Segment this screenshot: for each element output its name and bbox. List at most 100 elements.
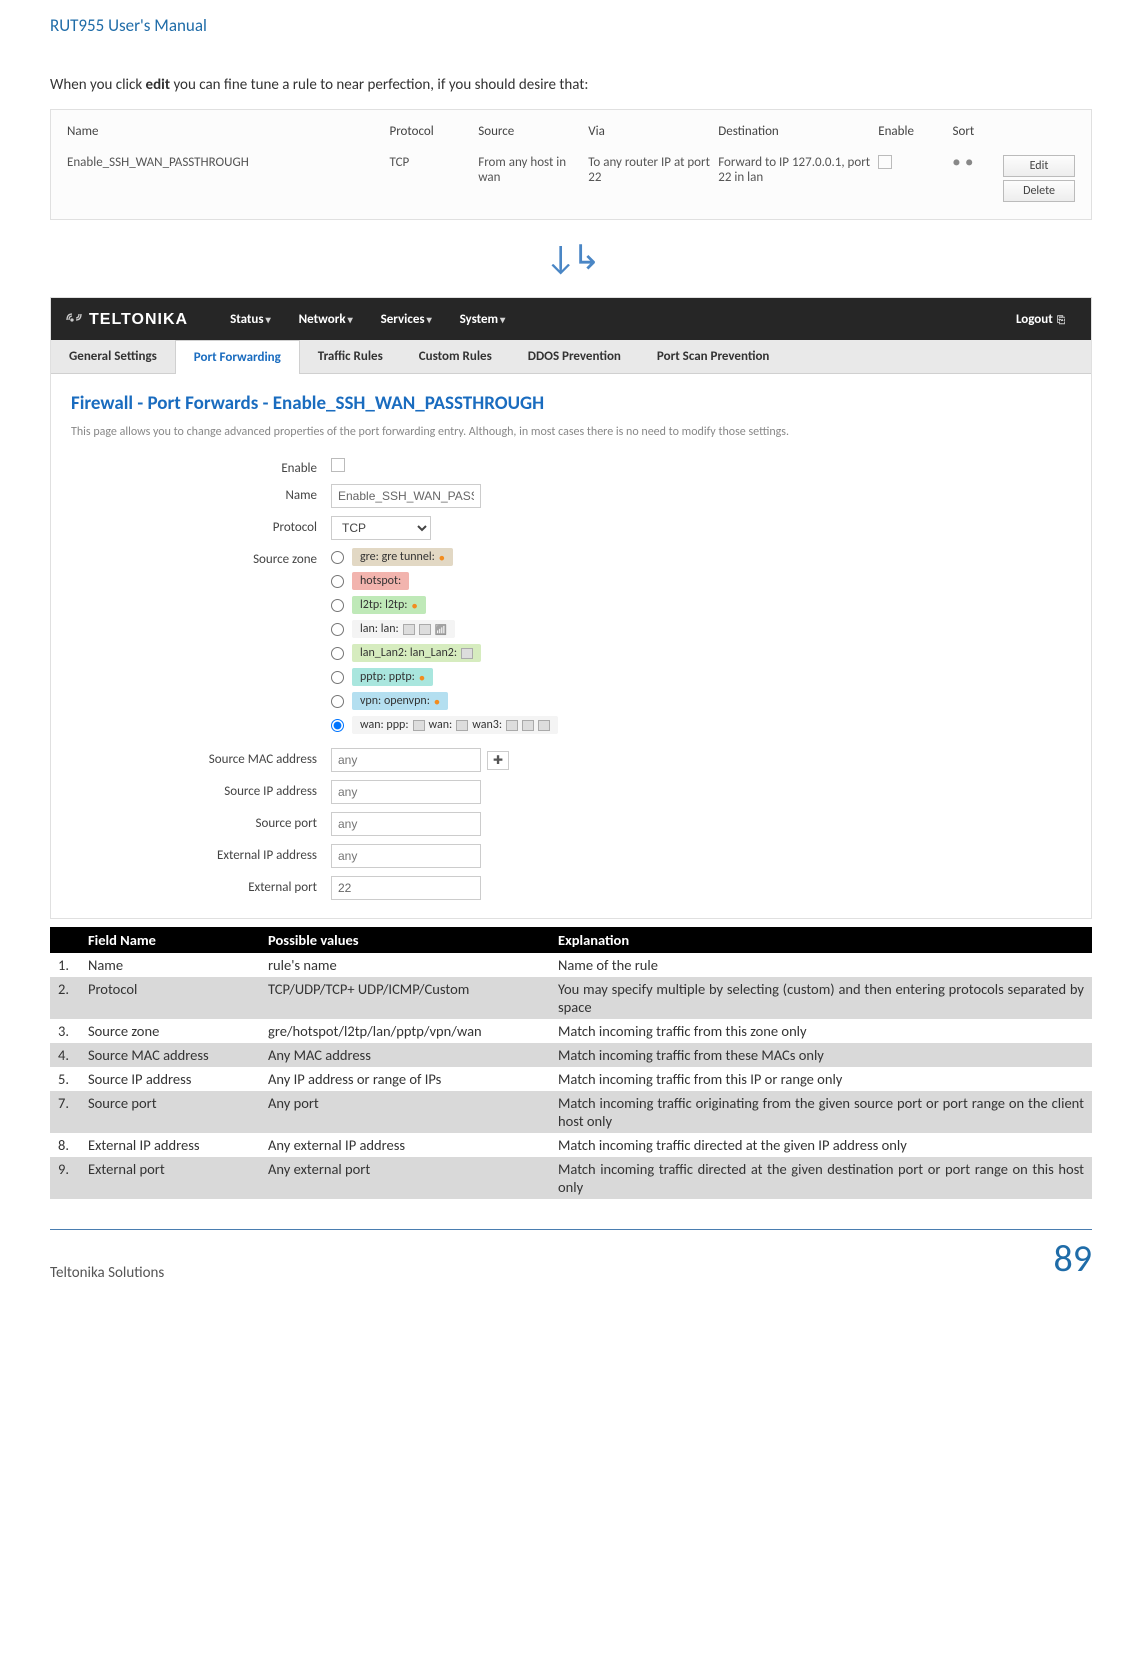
zone-tag: lan: lan:📶 <box>352 620 455 638</box>
table-cell: Source zone <box>80 1019 260 1043</box>
cell-name: Enable_SSH_WAN_PASSTHROUGH <box>63 149 386 211</box>
source-mac-input[interactable] <box>331 748 481 772</box>
table-cell: Any port <box>260 1091 550 1133</box>
protocol-select[interactable]: TCP <box>331 516 431 540</box>
nav-network[interactable]: Network▾ <box>287 312 365 327</box>
doc-footer: Teltonika Solutions 89 <box>50 1229 1092 1282</box>
table-cell: Source port <box>80 1091 260 1133</box>
zone-radio[interactable] <box>331 647 344 660</box>
external-port-input[interactable] <box>331 876 481 900</box>
source-port-label: Source port <box>71 812 331 831</box>
zone-option[interactable]: lan_Lan2: lan_Lan2: <box>331 644 1071 662</box>
intro-text: When you click edit you can fine tune a … <box>50 76 1092 94</box>
table-cell: Match incoming traffic originating from … <box>550 1091 1092 1133</box>
table-cell: 7. <box>50 1091 80 1133</box>
table-cell: Match incoming traffic from this IP or r… <box>550 1067 1092 1091</box>
edit-button[interactable]: Edit <box>1003 155 1075 177</box>
cell-destination: Forward to IP 127.0.0.1, port 22 in lan <box>714 149 874 211</box>
tab-traffic-rules[interactable]: Traffic Rules <box>300 340 401 373</box>
row-protocol: Protocol TCP <box>71 516 1071 540</box>
external-ip-input[interactable] <box>331 844 481 868</box>
table-cell: 1. <box>50 953 80 977</box>
tab-ddos-prevention[interactable]: DDOS Prevention <box>510 340 639 373</box>
tab-port-forwarding[interactable]: Port Forwarding <box>175 340 300 374</box>
external-ip-label: External IP address <box>71 844 331 863</box>
col-actions <box>999 118 1079 149</box>
row-source-ip: Source IP address <box>71 780 1071 804</box>
zone-tag: lan_Lan2: lan_Lan2: <box>352 644 481 662</box>
table-cell: 8. <box>50 1133 80 1157</box>
nav-services[interactable]: Services▾ <box>369 312 444 327</box>
tab-port-scan-prevention[interactable]: Port Scan Prevention <box>639 340 788 373</box>
doc-title: RUT955 User's Manual <box>50 0 1092 41</box>
table-cell: 5. <box>50 1067 80 1091</box>
external-port-label: External port <box>71 876 331 895</box>
zone-radio[interactable] <box>331 671 344 684</box>
zone-option[interactable]: gre: gre tunnel:● <box>331 548 1071 566</box>
col-protocol: Protocol <box>386 118 475 149</box>
add-mac-button[interactable]: ✚ <box>487 751 509 770</box>
table-cell: Source IP address <box>80 1067 260 1091</box>
zone-radio[interactable] <box>331 551 344 564</box>
col-name: Name <box>63 118 386 149</box>
zone-option[interactable]: l2tp: l2tp:● <box>331 596 1071 614</box>
table-cell: Any MAC address <box>260 1043 550 1067</box>
table-cell: 9. <box>50 1157 80 1199</box>
top-nav-bar: TELTONIKA Status▾ Network▾ Services▾ Sys… <box>51 298 1091 340</box>
tab-general-settings[interactable]: General Settings <box>51 340 175 373</box>
table-cell: gre/hotspot/l2tp/lan/pptp/vpn/wan <box>260 1019 550 1043</box>
nav-label: Network <box>299 312 346 327</box>
zone-radio[interactable] <box>331 719 344 732</box>
table-row: Enable_SSH_WAN_PASSTHROUGH TCP From any … <box>63 149 1079 211</box>
zone-radio[interactable] <box>331 599 344 612</box>
logo-text: TELTONIKA <box>89 311 188 328</box>
zone-tag: vpn: openvpn:● <box>352 692 448 710</box>
cell-protocol: TCP <box>386 149 475 211</box>
source-port-input[interactable] <box>331 812 481 836</box>
table-cell: Name of the rule <box>550 953 1092 977</box>
tab-bar: General Settings Port Forwarding Traffic… <box>51 340 1091 374</box>
zone-option[interactable]: lan: lan:📶 <box>331 620 1071 638</box>
nav-status[interactable]: Status▾ <box>218 312 283 327</box>
zone-tag: gre: gre tunnel:● <box>352 548 453 566</box>
table-cell: rule's name <box>260 953 550 977</box>
tab-custom-rules[interactable]: Custom Rules <box>401 340 510 373</box>
row-external-port: External port <box>71 876 1071 900</box>
zone-radio[interactable] <box>331 695 344 708</box>
source-ip-input[interactable] <box>331 780 481 804</box>
field-explanation-table: Field Name Possible values Explanation 1… <box>50 927 1092 1199</box>
zone-radio[interactable] <box>331 575 344 588</box>
col-destination: Destination <box>714 118 874 149</box>
table-row: 5.Source IP addressAny IP address or ran… <box>50 1067 1092 1091</box>
zone-radio[interactable] <box>331 623 344 636</box>
down-arrow-icon: ↓↳ <box>50 238 1092 279</box>
logout-icon: ⎘ <box>1055 313 1065 326</box>
nav-menu: Status▾ Network▾ Services▾ System▾ <box>218 312 517 327</box>
logout-link[interactable]: Logout ⎘ <box>1004 312 1077 327</box>
zone-option[interactable]: vpn: openvpn:● <box>331 692 1071 710</box>
table-cell: Match incoming traffic directed at the g… <box>550 1157 1092 1199</box>
table-row: 8.External IP addressAny external IP add… <box>50 1133 1092 1157</box>
table-cell: Any IP address or range of IPs <box>260 1067 550 1091</box>
delete-button[interactable]: Delete <box>1003 180 1075 202</box>
enable-checkbox[interactable] <box>878 155 892 169</box>
zone-option[interactable]: hotspot: <box>331 572 1071 590</box>
cell-sort[interactable]: ● ● <box>948 149 999 211</box>
zone-option[interactable]: wan: ppp:wan:wan3: <box>331 716 1071 734</box>
enable-checkbox[interactable] <box>331 458 345 472</box>
name-input[interactable] <box>331 484 481 508</box>
intro-pre: When you click <box>50 76 146 94</box>
zone-tag: hotspot: <box>352 572 409 590</box>
panel-hint: This page allows you to change advanced … <box>71 425 1071 439</box>
nav-system[interactable]: System▾ <box>448 312 518 327</box>
footer-left: Teltonika Solutions <box>50 1264 164 1282</box>
zone-tag: wan: ppp:wan:wan3: <box>352 716 558 734</box>
table-cell: Source MAC address <box>80 1043 260 1067</box>
rule-table: Name Protocol Source Via Destination Ena… <box>63 118 1079 211</box>
zone-option[interactable]: pptp: pptp:● <box>331 668 1071 686</box>
col-enable: Enable <box>874 118 948 149</box>
row-enable: Enable <box>71 457 1071 476</box>
table-cell: Match incoming traffic from this zone on… <box>550 1019 1092 1043</box>
row-source-zone: Source zone gre: gre tunnel:●hotspot:l2t… <box>71 548 1071 740</box>
cell-via: To any router IP at port 22 <box>584 149 714 211</box>
